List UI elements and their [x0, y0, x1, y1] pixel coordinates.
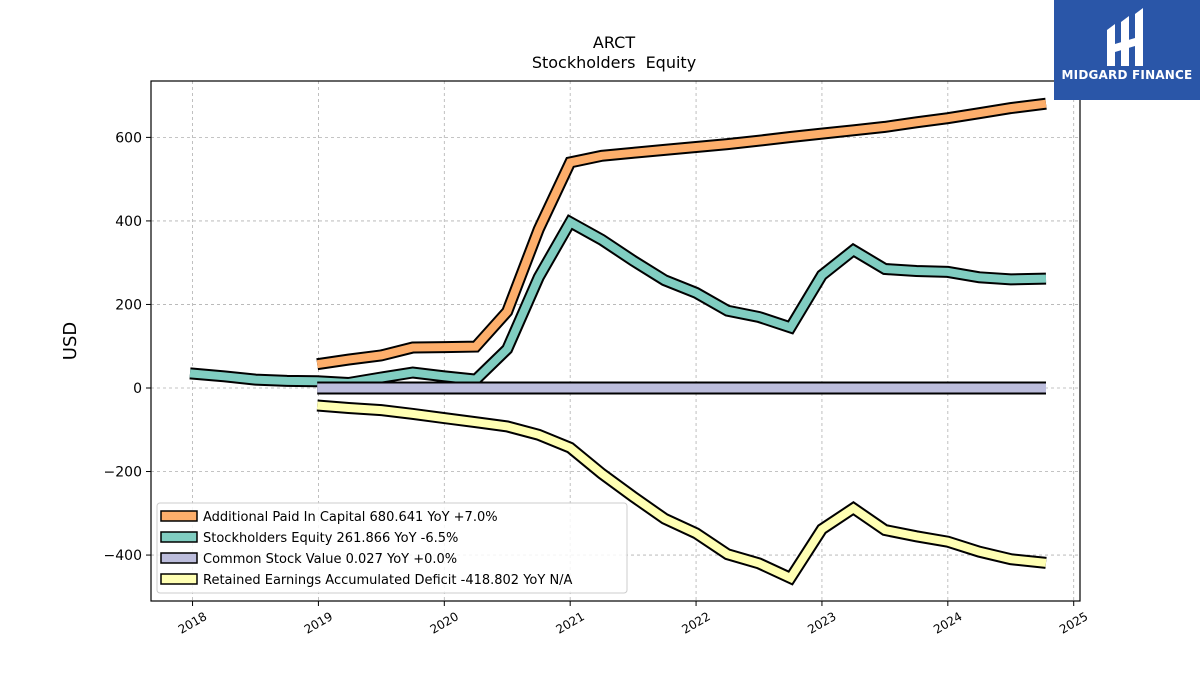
y-tick-label: 600 — [115, 130, 142, 146]
y-tick-label: −200 — [104, 465, 142, 481]
series-0 — [316, 97, 1047, 371]
y-tick-label: −400 — [104, 548, 142, 564]
legend-label: Retained Earnings Accumulated Deficit -4… — [203, 573, 573, 588]
axes-frame — [150, 80, 1081, 602]
legend-swatch — [160, 573, 198, 585]
legend: Additional Paid In Capital 680.641 YoY +… — [156, 502, 628, 594]
x-tick-label: 2022 — [679, 609, 712, 636]
x-tick-label: 2020 — [428, 609, 461, 636]
legend-swatch — [160, 510, 198, 522]
x-tick-label: 2023 — [805, 609, 838, 636]
logo-text: MIDGARD FINANCE — [1061, 68, 1193, 82]
x-tick-label: 2019 — [302, 609, 335, 636]
chart-subtitle: Stockholders Equity — [532, 53, 696, 72]
x-ticks: 2018 2019 2020 2021 2022 2023 2024 2025 — [176, 601, 1090, 637]
y-tick-label: 400 — [115, 214, 142, 230]
series-3 — [316, 399, 1047, 586]
logo-mark-icon — [1107, 8, 1143, 66]
y-ticks: −400 −200 0 200 400 600 — [104, 130, 151, 564]
series-line-outline — [316, 97, 1047, 371]
legend-box — [156, 502, 628, 594]
y-axis-label: USD — [60, 322, 81, 360]
x-tick-label: 2018 — [176, 609, 209, 636]
grid — [151, 81, 1080, 601]
x-tick-label: 2025 — [1057, 609, 1090, 636]
x-tick-label: 2021 — [553, 609, 586, 636]
series-line — [316, 401, 1047, 584]
legend-swatch — [160, 531, 198, 543]
legend-label: Stockholders Equity 261.866 YoY -6.5% — [203, 531, 458, 546]
legend-label: Common Stock Value 0.027 YoY +0.0% — [203, 552, 457, 567]
legend-label: Additional Paid In Capital 680.641 YoY +… — [203, 510, 498, 525]
x-tick-label: 2024 — [931, 609, 964, 636]
legend-swatch — [160, 552, 198, 564]
logo: MIDGARD FINANCE — [1054, 0, 1200, 100]
series-line — [316, 99, 1047, 369]
y-tick-label: 0 — [133, 381, 142, 397]
y-tick-label: 200 — [115, 297, 142, 313]
chart-title: ARCT — [593, 33, 635, 52]
series-layer — [189, 97, 1047, 586]
